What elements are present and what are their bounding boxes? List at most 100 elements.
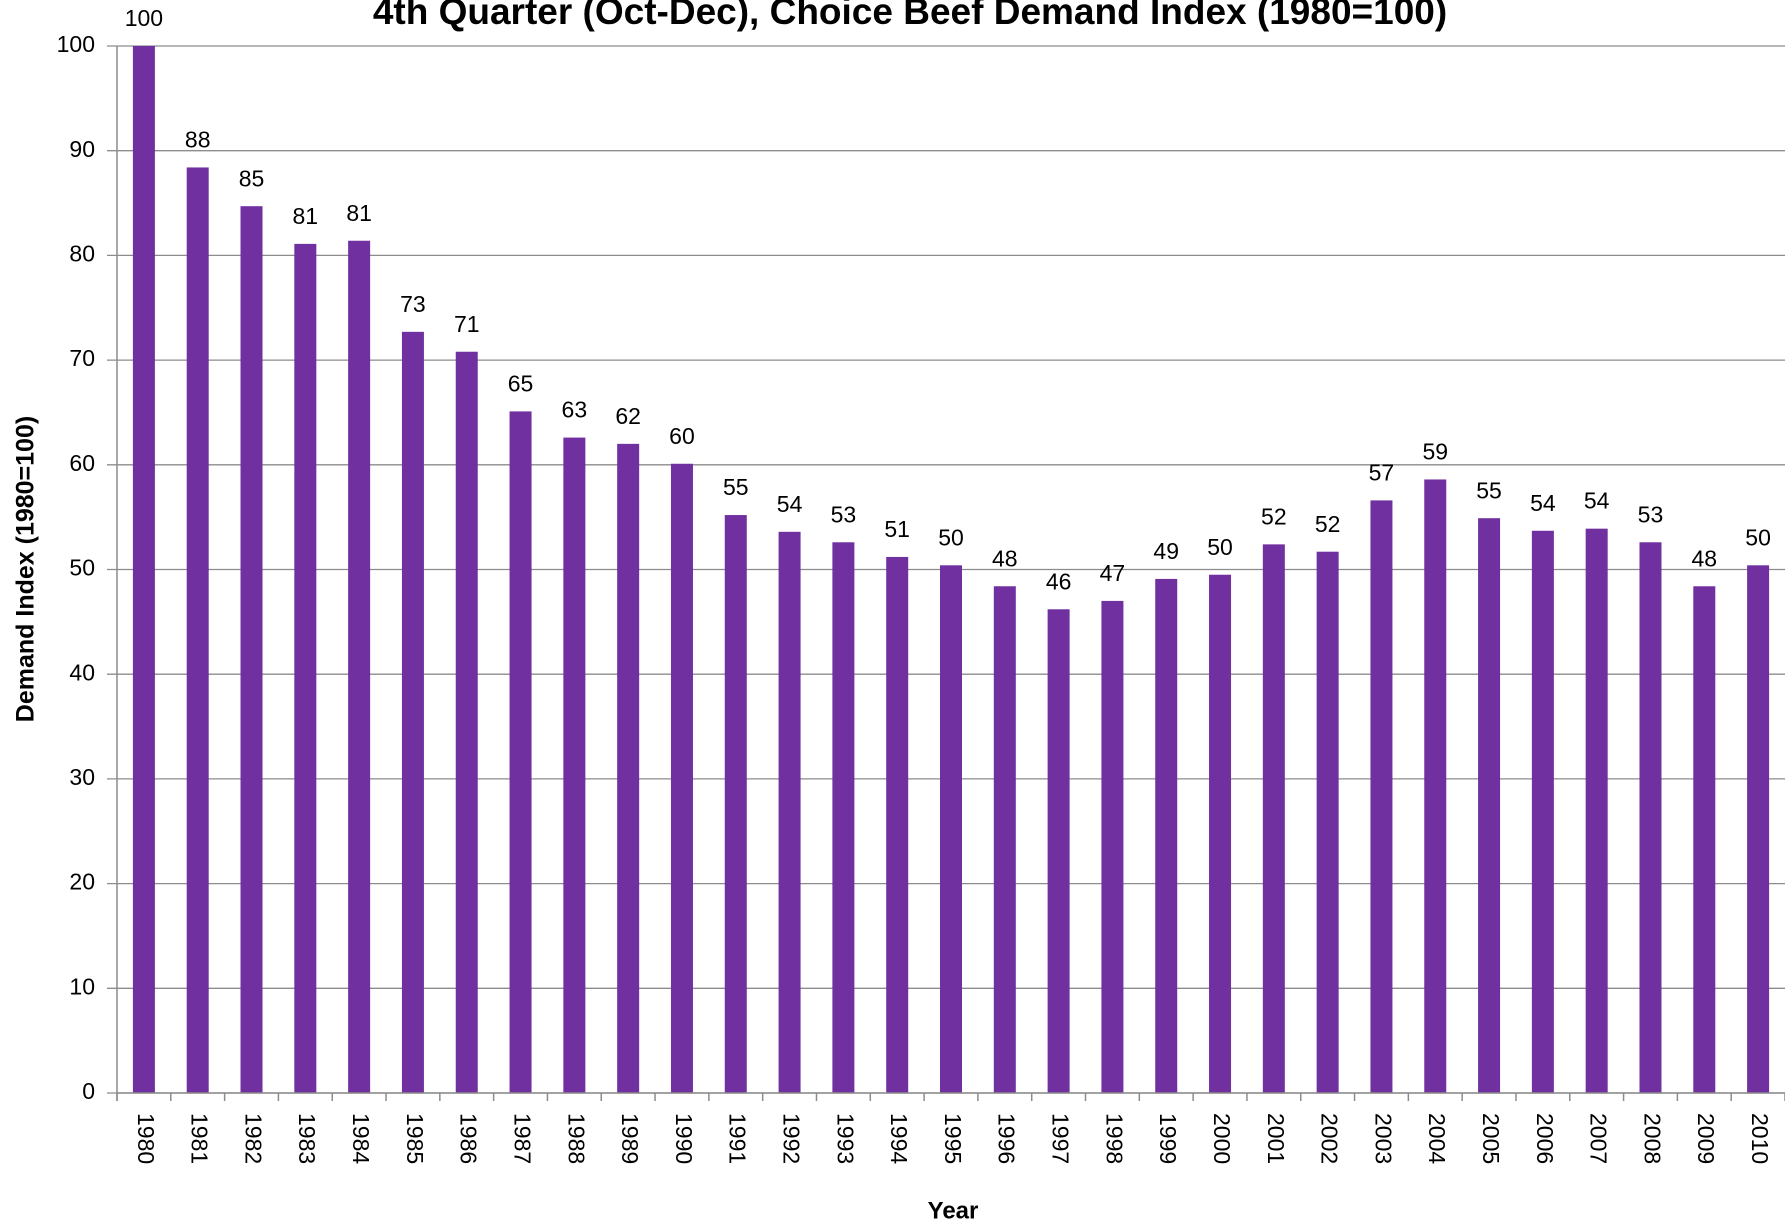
- x-tick-label: 1992: [779, 1113, 805, 1164]
- bar: [993, 586, 1016, 1093]
- bar: [1155, 578, 1178, 1093]
- value-label: 88: [185, 127, 211, 153]
- bar: [563, 437, 586, 1093]
- y-tick-label: 40: [69, 659, 95, 685]
- y-tick-label: 80: [69, 240, 95, 266]
- value-label: 54: [1584, 488, 1610, 514]
- x-tick-label: 2010: [1747, 1113, 1773, 1164]
- x-tick-label: 1995: [940, 1113, 966, 1164]
- value-label: 53: [831, 501, 857, 527]
- bar: [1370, 500, 1393, 1093]
- y-tick-label: 70: [69, 345, 95, 371]
- value-label: 73: [400, 291, 426, 317]
- x-tick-label: 2007: [1586, 1113, 1612, 1164]
- x-tick-label: 1996: [994, 1113, 1020, 1164]
- value-label: 65: [508, 370, 534, 396]
- x-tick-label: 2005: [1478, 1113, 1504, 1164]
- value-label: 81: [346, 200, 372, 226]
- value-label: 81: [293, 203, 319, 229]
- value-label: 51: [884, 516, 910, 542]
- x-tick-label: 1989: [617, 1113, 643, 1164]
- value-label: 54: [1530, 490, 1556, 516]
- x-tick-label: 1993: [832, 1113, 858, 1164]
- bar: [1693, 586, 1716, 1093]
- bar: [509, 411, 532, 1093]
- bar: [832, 542, 855, 1093]
- value-label: 52: [1315, 511, 1341, 537]
- bar: [1316, 551, 1339, 1093]
- value-label: 55: [1476, 477, 1502, 503]
- value-label: 54: [777, 491, 803, 517]
- bar: [1101, 600, 1124, 1093]
- x-tick-label: 2001: [1263, 1113, 1289, 1164]
- bar: [1747, 565, 1770, 1093]
- x-tick-label: 2000: [1209, 1113, 1235, 1164]
- x-tick-label: 1999: [1155, 1113, 1181, 1164]
- y-tick-label: 30: [69, 764, 95, 790]
- x-tick-label: 1980: [133, 1113, 159, 1164]
- value-label: 48: [992, 545, 1018, 571]
- x-tick-label: 2002: [1317, 1113, 1343, 1164]
- value-label: 50: [1207, 534, 1233, 560]
- bar: [186, 167, 209, 1093]
- value-label: 48: [1691, 545, 1717, 571]
- value-label: 100: [125, 5, 163, 31]
- x-tick-label: 1986: [456, 1113, 482, 1164]
- value-label: 60: [669, 423, 695, 449]
- bar: [1639, 542, 1662, 1093]
- bar: [1585, 528, 1608, 1093]
- bar: [940, 565, 962, 1093]
- bar: [1424, 479, 1447, 1093]
- bar: [886, 556, 909, 1093]
- x-tick-label: 1987: [509, 1113, 535, 1164]
- x-tick-label: 1994: [886, 1113, 912, 1164]
- x-tick-label: 2003: [1370, 1113, 1396, 1164]
- bar: [1531, 530, 1554, 1093]
- value-label: 50: [1745, 524, 1771, 550]
- y-tick-label: 100: [57, 31, 95, 57]
- bar: [348, 240, 371, 1093]
- bar: [1047, 609, 1070, 1093]
- x-tick-label: 1991: [725, 1113, 751, 1164]
- x-tick-label: 1985: [402, 1113, 428, 1164]
- bar: [455, 351, 478, 1093]
- x-tick-label: 1988: [563, 1113, 589, 1164]
- y-tick-label: 0: [82, 1078, 95, 1104]
- x-tick-label: 1982: [240, 1113, 266, 1164]
- bar: [724, 515, 747, 1093]
- y-tick-label: 20: [69, 869, 95, 895]
- value-label: 46: [1046, 568, 1072, 594]
- x-tick-label: 1984: [348, 1113, 374, 1164]
- y-tick-label: 50: [69, 555, 95, 581]
- bar: [617, 443, 640, 1093]
- value-label: 53: [1638, 501, 1664, 527]
- value-label: 71: [454, 311, 480, 337]
- x-tick-label: 2006: [1532, 1113, 1558, 1164]
- x-tick-label: 1990: [671, 1113, 697, 1164]
- x-tick-label: 2008: [1639, 1113, 1665, 1164]
- bar: [1209, 574, 1232, 1093]
- bar: [132, 46, 155, 1093]
- value-label: 85: [239, 165, 265, 191]
- value-label: 57: [1369, 459, 1395, 485]
- value-label: 62: [615, 403, 641, 429]
- bar: [670, 463, 693, 1093]
- bar: [401, 331, 424, 1093]
- x-tick-label: 2009: [1693, 1113, 1719, 1164]
- bar: [778, 531, 801, 1093]
- value-label: 63: [562, 397, 588, 423]
- chart-title: 4th Quarter (Oct-Dec), Choice Beef Deman…: [373, 0, 1447, 32]
- x-axis-title: Year: [928, 1197, 979, 1224]
- bar: [294, 243, 317, 1093]
- bar: [1478, 518, 1501, 1093]
- value-label: 49: [1153, 538, 1179, 564]
- y-tick-label: 60: [69, 450, 95, 476]
- bar: [240, 206, 263, 1094]
- value-label: 59: [1422, 439, 1448, 465]
- x-tick-label: 1981: [187, 1113, 213, 1164]
- value-label: 50: [938, 524, 964, 550]
- x-tick-label: 1998: [1101, 1113, 1127, 1164]
- value-label: 47: [1100, 560, 1126, 586]
- x-tick-label: 1997: [1048, 1113, 1074, 1164]
- value-label: 55: [723, 474, 749, 500]
